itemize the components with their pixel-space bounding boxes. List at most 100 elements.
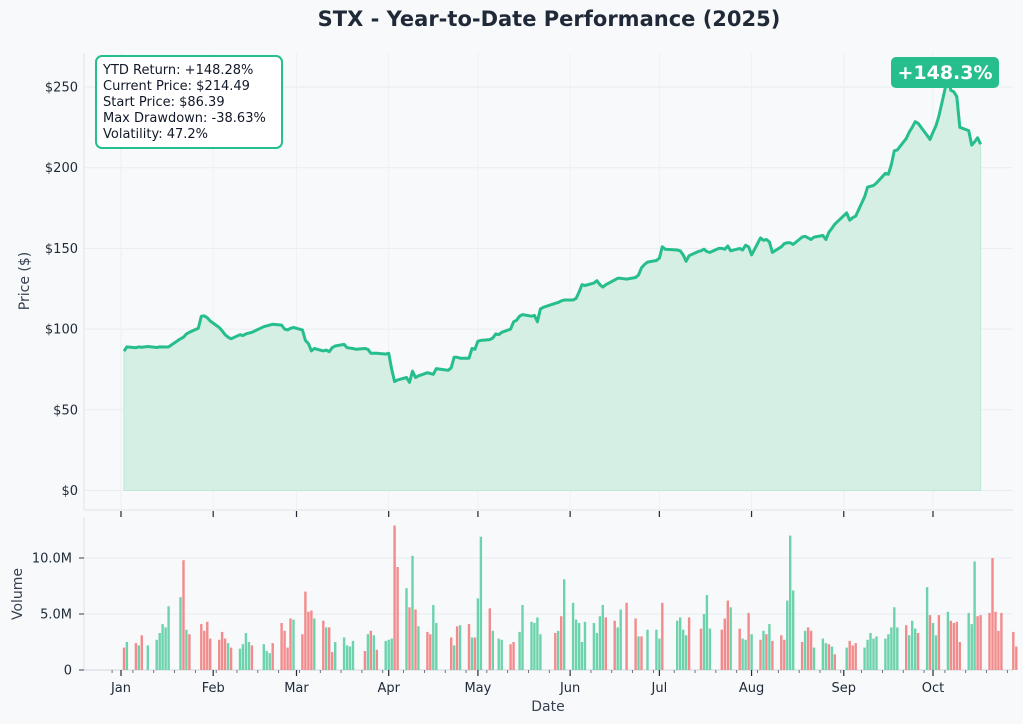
date-tick-label: Jul xyxy=(651,681,668,696)
volume-bar xyxy=(375,649,378,670)
volume-bar xyxy=(946,611,950,670)
volume-bar xyxy=(887,634,890,670)
volume-bar xyxy=(592,623,596,670)
volume-bar xyxy=(949,620,952,670)
volume-bar xyxy=(699,628,703,670)
volume-bar xyxy=(780,635,783,670)
volume-bar xyxy=(905,625,908,670)
volume-bar xyxy=(613,620,616,670)
volume-bar xyxy=(164,627,167,670)
date-tick-label: Mar xyxy=(284,681,309,696)
volume-bar xyxy=(937,615,941,670)
volume-bar xyxy=(848,640,851,670)
volume-bar xyxy=(792,590,795,670)
volume-bar xyxy=(238,648,242,670)
price-y-axis-label: Price ($) xyxy=(17,252,33,310)
volume-bar xyxy=(206,621,209,670)
volume-bar xyxy=(435,623,438,670)
volume-bar xyxy=(313,618,316,670)
volume-bar xyxy=(768,624,771,670)
volume-y-axis-label: Volume xyxy=(10,568,26,620)
volume-bar xyxy=(137,645,140,670)
volume-bar xyxy=(408,607,411,670)
volume-bar xyxy=(390,638,393,670)
volume-bar xyxy=(687,617,691,670)
volume-bar xyxy=(979,615,982,670)
volume-bar xyxy=(167,606,170,670)
volume-bar xyxy=(827,644,831,670)
volume-bar xyxy=(634,618,637,670)
volume-bar xyxy=(991,558,994,670)
volume-bar xyxy=(908,635,911,670)
volume-bar xyxy=(958,642,961,670)
volume-bar xyxy=(292,619,295,670)
volume-bar xyxy=(554,633,557,670)
volume-bar xyxy=(203,630,206,670)
date-tick-label: Jan xyxy=(110,681,131,696)
volume-bar xyxy=(997,630,1000,670)
volume-bar xyxy=(536,617,539,670)
volume-bar xyxy=(563,579,566,670)
volume-bar xyxy=(679,617,682,670)
volume-bar xyxy=(146,645,149,670)
price-y-tick-label: $250 xyxy=(45,81,78,96)
volume-bar xyxy=(616,627,619,670)
volume-bar xyxy=(372,635,375,670)
volume-bar xyxy=(411,555,414,670)
volume-bar xyxy=(601,605,604,670)
volume-bar xyxy=(325,627,328,670)
volume-bar xyxy=(310,610,313,670)
volume-bar xyxy=(244,633,248,670)
volume-bar xyxy=(185,629,188,670)
volume-bar xyxy=(976,616,979,670)
volume-bar xyxy=(765,634,768,670)
volume-bar xyxy=(925,587,929,670)
volume-bar xyxy=(125,642,129,670)
volume-bar xyxy=(708,628,712,670)
volume-bar xyxy=(803,630,807,670)
volume-bar xyxy=(158,633,161,670)
volume-bar xyxy=(872,638,875,670)
date-tick-label: Aug xyxy=(739,681,764,696)
volume-bar xyxy=(530,621,533,670)
volume-bar xyxy=(250,645,254,670)
volume-bar xyxy=(729,607,732,670)
price-y-ticks: $0 $50 $100 $150 $200 $250 xyxy=(45,81,78,500)
volume-bar xyxy=(916,633,920,670)
volume-bar xyxy=(934,635,938,670)
price-line xyxy=(122,75,982,384)
volume-bar xyxy=(604,617,607,670)
volume-y-ticks: 0 5.0M 10.0M xyxy=(32,552,84,679)
date-tick-label: Feb xyxy=(202,681,225,696)
volume-bar xyxy=(488,608,491,670)
volume-bar xyxy=(952,623,955,670)
volume-bar xyxy=(262,644,265,670)
volume-bar xyxy=(491,630,494,670)
volume-bar xyxy=(851,645,854,670)
volume-bar xyxy=(351,640,355,670)
volume-bar xyxy=(342,637,346,670)
volume-bar xyxy=(800,642,804,670)
volume-bar xyxy=(726,600,729,670)
volume-bar xyxy=(854,643,857,670)
volume-bar xyxy=(247,642,251,670)
volume-bar xyxy=(911,620,914,670)
volume-bar xyxy=(783,639,786,670)
volume-bar xyxy=(432,605,435,670)
volume-bar xyxy=(387,639,390,670)
volume-bar xyxy=(890,627,893,670)
volume-bar xyxy=(583,621,587,670)
volume-bar xyxy=(280,623,283,670)
volume-bar xyxy=(533,623,536,670)
volume-bar xyxy=(301,634,304,670)
volume-bar xyxy=(863,647,866,670)
volume-bar xyxy=(771,640,774,670)
volume-bar xyxy=(1012,631,1015,670)
volume-bar xyxy=(304,591,307,670)
volume-bar xyxy=(479,536,483,670)
volume-bar xyxy=(384,640,387,670)
date-tick-label: Sep xyxy=(832,681,857,696)
price-y-tick-label: $0 xyxy=(61,484,78,499)
volume-bar xyxy=(571,602,575,670)
volume-bar xyxy=(806,627,810,670)
